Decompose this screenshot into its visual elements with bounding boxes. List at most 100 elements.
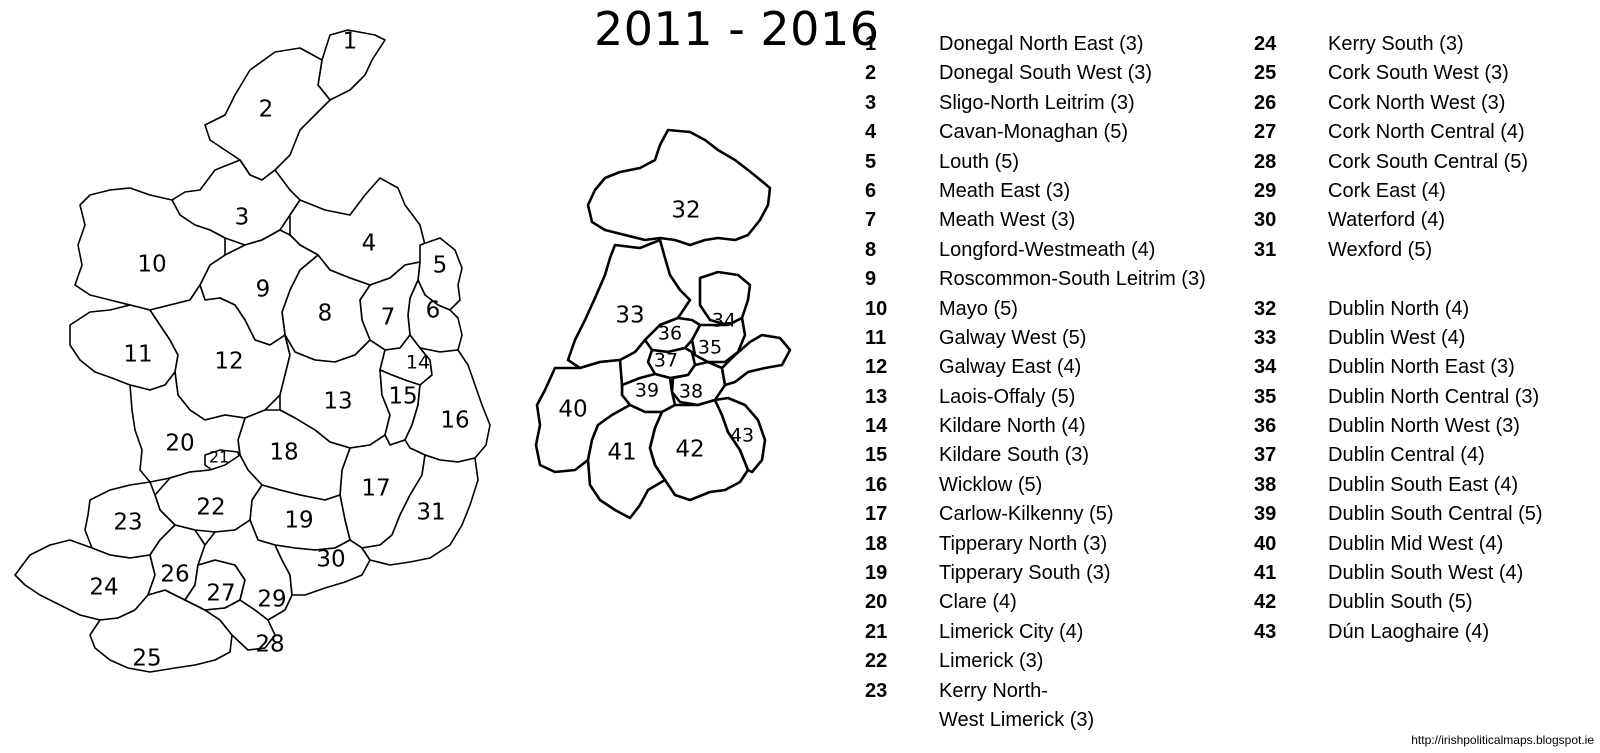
- legend-number: 19: [865, 562, 888, 585]
- legend-name: Meath West (3): [939, 209, 1076, 232]
- region-label-12: 12: [214, 349, 243, 375]
- legend-name: Dublin South East (4): [1328, 473, 1519, 496]
- region-label-8: 8: [318, 301, 333, 327]
- legend-number: 32: [1254, 297, 1277, 320]
- legend-number: 18: [865, 532, 888, 555]
- region-label-4: 4: [362, 231, 377, 257]
- dublin-inset-map: 32 33 34 35 36 37 38 39 40 41 42 43: [534, 128, 792, 520]
- region-31: [361, 454, 479, 566]
- legend-name: Galway West (5): [939, 326, 1087, 349]
- region-label-43: 43: [730, 425, 754, 447]
- legend-name: Cork North Central (4): [1328, 121, 1525, 144]
- legend-number: 4: [865, 121, 877, 144]
- region-label-34: 34: [712, 310, 736, 332]
- region-label-7: 7: [381, 305, 396, 331]
- region-32: [586, 128, 772, 247]
- legend-name: Dublin Central (4): [1328, 444, 1485, 467]
- legend-number: 31: [1254, 238, 1277, 261]
- region-label-14: 14: [406, 352, 430, 374]
- region-label-16: 16: [440, 408, 469, 434]
- legend-number: 34: [1254, 356, 1277, 379]
- legend-number: 35: [1254, 385, 1277, 408]
- legend-number: 15: [865, 444, 888, 467]
- map-title: 2011 - 2016: [594, 2, 880, 56]
- region-label-22: 22: [196, 495, 225, 521]
- legend-name: Dublin South West (4): [1328, 562, 1524, 585]
- legend-number: 9: [865, 268, 877, 291]
- legend-name: Dublin North Central (3): [1328, 385, 1540, 408]
- legend-number: 26: [1254, 91, 1277, 114]
- region-label-29: 29: [257, 587, 286, 613]
- legend-name: Clare (4): [939, 591, 1017, 614]
- legend-name: Cavan-Monaghan (5): [939, 121, 1128, 144]
- legend-name: Dublin South (5): [1328, 591, 1473, 614]
- region-label-36: 36: [658, 323, 682, 345]
- legend-name: Limerick (3): [939, 650, 1044, 673]
- legend-name: Tipperary North (3): [939, 532, 1108, 555]
- legend-name: Galway East (4): [939, 356, 1082, 379]
- region-label-26: 26: [160, 562, 189, 588]
- legend-number: 5: [865, 150, 877, 173]
- legend-number: 42: [1254, 591, 1277, 614]
- legend-number: 13: [865, 385, 888, 408]
- legend-number: 8: [865, 238, 877, 261]
- region-label-37: 37: [654, 350, 678, 372]
- legend-number: 37: [1254, 444, 1277, 467]
- legend-name: Cork North West (3): [1328, 91, 1506, 114]
- region-43: [713, 396, 767, 474]
- legend-name: Kildare South (3): [939, 444, 1090, 467]
- legend-number: 23: [865, 679, 888, 702]
- source-credit-url: http://irishpoliticalmaps.blogspot.ie: [1411, 733, 1594, 747]
- region-label-28: 28: [255, 632, 284, 658]
- legend-number: 39: [1254, 503, 1277, 526]
- legend-number: 11: [865, 326, 887, 349]
- region-label-3: 3: [235, 205, 250, 231]
- region-label-40: 40: [558, 397, 587, 423]
- legend-name: Waterford (4): [1328, 209, 1446, 232]
- legend-name: Limerick City (4): [939, 620, 1084, 643]
- legend-name: Dublin North East (3): [1328, 356, 1515, 379]
- region-label-32: 32: [671, 198, 700, 224]
- legend-name: Dún Laoghaire (4): [1328, 620, 1490, 643]
- region-label-6: 6: [426, 298, 441, 324]
- region-label-13: 13: [323, 389, 352, 415]
- legend-name: Cork East (4): [1328, 179, 1446, 202]
- ireland-map: 1 2 3 4 5 6 7 8 9 10 11 12 13 14 15 16 1…: [14, 29, 491, 673]
- legend-name-line-1: Kerry North-: [939, 679, 1048, 702]
- legend-number: 28: [1254, 150, 1277, 173]
- region-label-42: 42: [675, 437, 704, 463]
- region-label-15: 15: [388, 384, 417, 410]
- legend-number: 7: [865, 209, 877, 232]
- region-label-9: 9: [256, 277, 271, 303]
- region-label-18: 18: [269, 440, 298, 466]
- region-33: [566, 238, 692, 370]
- region-29: [197, 519, 293, 621]
- region-label-35: 35: [698, 337, 722, 359]
- dublin-bay-outline: [720, 333, 792, 387]
- legend-name: Wicklow (5): [939, 473, 1043, 496]
- legend-name: Sligo-North Leitrim (3): [939, 91, 1135, 114]
- legend-name: Meath East (3): [939, 179, 1071, 202]
- legend-name: Kildare North (4): [939, 415, 1086, 438]
- legend-name: Cork South Central (5): [1328, 150, 1529, 173]
- region-label-11: 11: [123, 342, 152, 368]
- legend-number: 24: [1254, 33, 1277, 55]
- legend-name: Kerry North- West Limerick (3): [939, 677, 1094, 736]
- legend-number: 10: [865, 297, 888, 320]
- legend-number: 41: [1254, 562, 1277, 585]
- legend-number: 20: [865, 591, 888, 614]
- region-label-2: 2: [259, 97, 274, 123]
- region-label-19: 19: [284, 508, 313, 534]
- region-label-33: 33: [615, 303, 644, 329]
- region-label-17: 17: [361, 476, 390, 502]
- legend-number: 40: [1254, 532, 1277, 555]
- region-label-10: 10: [137, 252, 166, 278]
- region-label-1: 1: [343, 29, 358, 55]
- region-label-41: 41: [607, 440, 636, 466]
- legend-name: Dublin West (4): [1328, 326, 1466, 349]
- region-label-24: 24: [89, 575, 118, 601]
- legend-number: 12: [865, 356, 888, 379]
- legend-name: Kerry South (3): [1328, 33, 1464, 55]
- legend-name: Cork South West (3): [1328, 62, 1509, 85]
- legend-number: 3: [865, 91, 877, 114]
